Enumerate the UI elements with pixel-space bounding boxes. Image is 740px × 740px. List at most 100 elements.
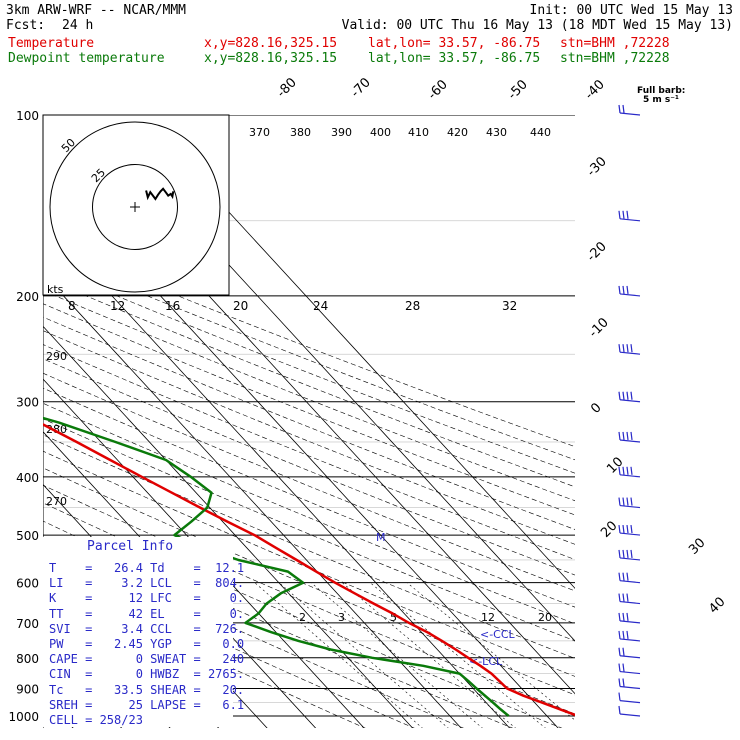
wind-barb-flag-250-3 (630, 344, 633, 353)
parcel-row-tc: Tc = 33.5 SHEAR = 20. (49, 682, 245, 697)
pressure-label-300: 300 (16, 396, 39, 410)
dewpoint-station: stn=BHM ,72228 (560, 51, 670, 66)
wind-barb-flag-450-3 (630, 497, 633, 506)
wind-barb-flag-350-1 (622, 431, 625, 441)
mixing-ratio-3 (278, 582, 449, 728)
pressure-label-800: 800 (16, 652, 39, 666)
hodograph-frame (42, 114, 230, 296)
wind-barb-flag-150-0 (618, 210, 621, 219)
dry-adiabat-400 (43, 330, 575, 545)
isotherm-label-30: 30 (686, 536, 708, 558)
dry-adiabat-460 (43, 252, 575, 461)
isotherm--90 (0, 115, 25, 729)
wind-barb-flag-650-0 (618, 593, 621, 602)
wind-barb-flag-350-0 (618, 431, 621, 441)
parcel-row-t: T = 26.4 Td = 12.1 (49, 561, 245, 575)
parcel-row-cell: CELL = 258/23 (49, 713, 143, 727)
cc-label-28: 28 (405, 299, 420, 313)
isotherm-label-40: 40 (706, 595, 728, 617)
wind-barb-flag-850-1 (622, 663, 625, 672)
temperature-trace (43, 423, 575, 717)
isotherm-label--80: -80 (274, 75, 300, 101)
dewpoint-latlon: lat,lon= 33.57, -86.75 (368, 51, 541, 66)
dry-adiabat-370 (43, 372, 575, 592)
model-title: 3km ARW-WRF -- NCAR/MMM (6, 3, 187, 18)
wind-barb-flag-150-1 (622, 210, 625, 219)
isotherm-label--60: -60 (425, 77, 451, 103)
wind-barb-staff-650 (619, 600, 641, 605)
cc-label-20: 20 (233, 299, 248, 313)
wind-barbs (618, 104, 641, 717)
wind-barb-staff-300 (619, 399, 641, 403)
wind-barb-flag-350-3 (630, 431, 633, 441)
wind-barb-staff-550 (619, 557, 641, 561)
cc-label-16: 16 (165, 299, 180, 313)
wind-barb-staff-400 (619, 474, 641, 478)
init-time: Init: 00 UTC Wed 15 May 13 (529, 3, 734, 18)
parcel-info-panel: Parcel Info T = 26.4 Td = 12.1 LI = 3.2 L… (43, 537, 244, 727)
mixing-ratio-12 (370, 582, 546, 728)
hodograph-units: kts (47, 283, 64, 296)
wind-barb-staff-700 (619, 620, 641, 624)
parcel-row-pw: PW = 2.45 YGP = 0.0 (49, 637, 245, 651)
isotherm-label-10: 10 (604, 455, 626, 477)
wind-barb-flag-850-0 (618, 663, 621, 672)
wind-barb-flag-750-1 (622, 630, 625, 639)
dewpoint-xy: x,y=828.16,325.15 (204, 51, 338, 66)
mixing-ratio-label-2: 2 (299, 611, 306, 624)
pressure-label-100: 100 (16, 109, 39, 123)
wind-barb-flag-200-0 (618, 285, 621, 294)
theta-e-label-430: 430 (486, 126, 507, 139)
theta-label-270: 270 (46, 495, 67, 508)
theta-label-280: 280 (46, 423, 67, 436)
wind-barb-flag-400-2 (626, 466, 629, 475)
parcel-row-li: LI = 3.2 LCL = 804. (49, 576, 245, 591)
wind-barb-staff-1000 (619, 713, 641, 717)
mixing-ratio-label-5: 5 (390, 611, 397, 624)
ccl-marker: <-CCL (480, 628, 516, 641)
wind-barb-flag-800-1 (622, 647, 625, 656)
parcel-row-sreh: SREH = 25 LAPSE = 6.1 (49, 697, 245, 712)
barb-note-2: 5 m s⁻¹ (643, 95, 679, 105)
wind-barb-staff-350 (619, 439, 641, 443)
wind-barb-flag-550-0 (618, 549, 621, 559)
parcel-row-tt: TT = 42 EL = 0. (49, 606, 245, 621)
parcel-row-k: K = 12 LFC = 0. (49, 591, 245, 606)
wind-barb-flag-550-2 (626, 549, 629, 559)
isotherm--20 (43, 378, 365, 728)
barb-note-1: Full barb: (637, 86, 685, 96)
wind-barb-staff-200 (619, 293, 641, 297)
hodograph-track (145, 187, 175, 201)
wind-barb-staff-850 (619, 670, 641, 675)
wind-barb-staff-100 (619, 112, 641, 116)
mixing-ratio-8 (342, 582, 516, 728)
pressure-label-500: 500 (16, 529, 39, 543)
mixing-ratio-label-3: 3 (338, 611, 345, 624)
wind-barb-flag-500-3 (630, 525, 633, 534)
cc-label-32: 32 (502, 299, 517, 313)
wind-barb-staff-500 (619, 532, 641, 536)
dry-adiabat-250 (43, 578, 366, 728)
wind-barb-flag-600-2 (626, 572, 629, 581)
wind-barb-flag-650-2 (626, 593, 629, 602)
cc-label-24: 24 (313, 299, 328, 313)
parcel-row-svi: SVI = 3.4 CCL = 726. (49, 621, 245, 636)
isotherm-label--20: -20 (584, 239, 610, 265)
dry-adiabat-440 (43, 277, 575, 488)
parcel-info-title: Parcel Info (87, 539, 174, 554)
pressure-labels: 100 200 300 400 500 600 700 800 900 1000 (8, 109, 39, 724)
wind-barb-flag-300-2 (626, 391, 629, 400)
wind-barb-flag-250-0 (618, 344, 621, 353)
wind-barb-flag-400-1 (622, 466, 625, 475)
wind-barb-flag-600-0 (618, 572, 621, 581)
wind-barb-flag-1000-0 (618, 705, 621, 715)
wind-barb-flag-300-3 (630, 391, 633, 400)
parcel-row-cape: CAPE = 0 SWEAT = 240 (49, 652, 245, 667)
wind-barb-flag-750-0 (618, 630, 621, 639)
wind-barb-staff-900 (619, 685, 641, 690)
wind-barb-flag-550-3 (630, 549, 633, 559)
wind-barb-flag-900-0 (618, 678, 621, 687)
cc-label-8: 8 (68, 299, 76, 313)
theta-e-label-390: 390 (331, 126, 352, 139)
